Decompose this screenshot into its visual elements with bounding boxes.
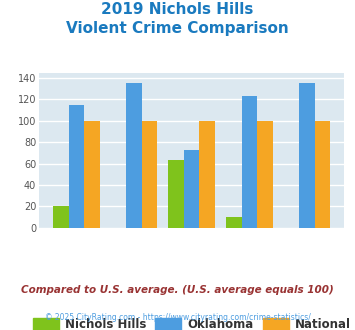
Legend: Nichols Hills, Oklahoma, National: Nichols Hills, Oklahoma, National xyxy=(29,314,354,330)
Bar xyxy=(226,217,242,228)
Bar xyxy=(142,121,157,228)
Bar xyxy=(84,121,100,228)
Text: 2019 Nichols Hills: 2019 Nichols Hills xyxy=(101,2,254,16)
Bar xyxy=(242,96,257,228)
Bar xyxy=(315,121,331,228)
Text: Violent Crime Comparison: Violent Crime Comparison xyxy=(66,21,289,36)
Text: © 2025 CityRating.com - https://www.cityrating.com/crime-statistics/: © 2025 CityRating.com - https://www.city… xyxy=(45,314,310,322)
Bar xyxy=(53,206,69,228)
Text: Compared to U.S. average. (U.S. average equals 100): Compared to U.S. average. (U.S. average … xyxy=(21,285,334,295)
Bar xyxy=(257,121,273,228)
Bar xyxy=(126,83,142,228)
Bar xyxy=(200,121,215,228)
Bar xyxy=(299,83,315,228)
Bar xyxy=(184,149,200,228)
Bar xyxy=(69,105,84,228)
Bar xyxy=(168,160,184,228)
